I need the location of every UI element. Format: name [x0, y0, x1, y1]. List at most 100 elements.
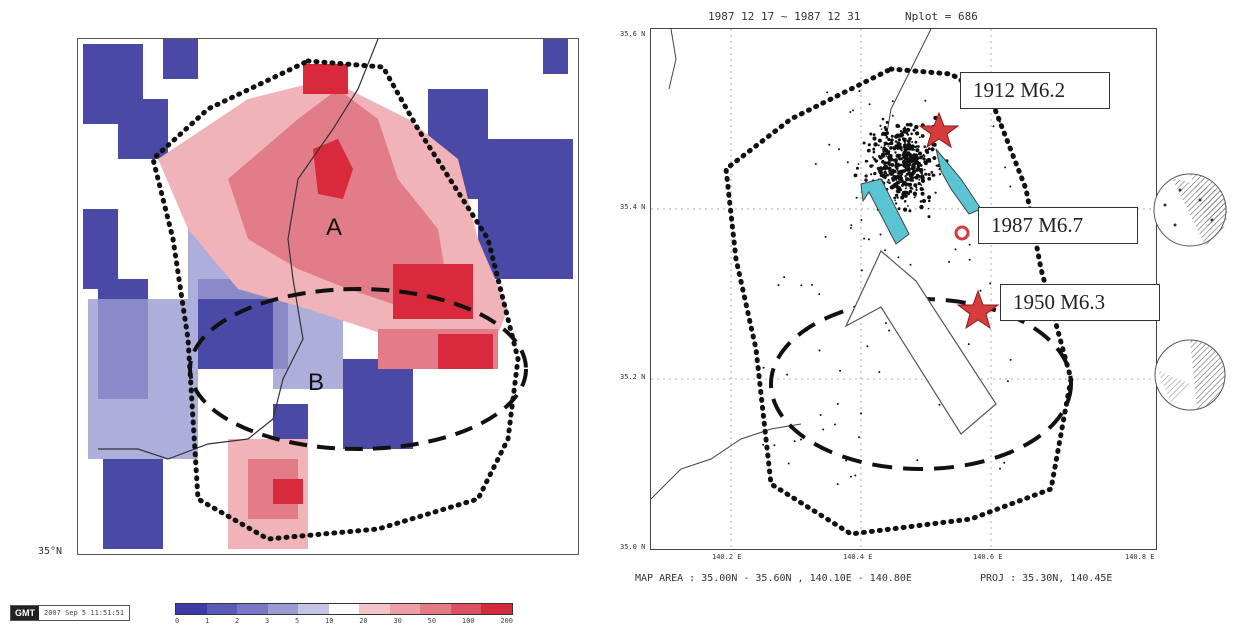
earthquake-dot — [900, 157, 903, 161]
earthquake-dot — [899, 130, 903, 133]
earthquake-dot — [855, 196, 858, 199]
earthquake-dot — [911, 187, 914, 190]
color-scale-swatch — [176, 604, 207, 614]
earthquake-dot — [860, 219, 863, 221]
earthquake-dot — [787, 462, 790, 465]
earthquake-dot — [910, 132, 913, 136]
earthquake-dot — [896, 163, 901, 168]
earthquake-dot — [934, 191, 937, 194]
earthquake-dot — [917, 174, 921, 178]
earthquake-dot — [907, 144, 911, 148]
earthquake-dot — [824, 235, 827, 238]
earthquake-dot — [871, 164, 874, 167]
earthquake-dot — [890, 142, 894, 145]
earthquake-dot — [920, 178, 926, 183]
earthquake-dot — [954, 248, 957, 251]
earthquake-dot — [870, 173, 873, 176]
gmt-timestamp: 2007 Sep 5 11:51:51 — [44, 609, 125, 617]
earthquake-dot — [773, 444, 776, 447]
earthquake-dot — [968, 258, 971, 261]
color-scale-swatch — [481, 604, 513, 614]
earthquake-dot — [884, 164, 889, 169]
earthquake-dot — [897, 171, 901, 175]
earthquake-dot — [905, 177, 910, 182]
dashed-ellipse — [188, 287, 528, 451]
earthquake-dot — [912, 177, 915, 179]
map-proj-footer: PROJ : 35.30N, 140.45E — [980, 573, 1113, 584]
earthquake-dot — [915, 156, 920, 161]
earthquake-dot — [878, 169, 883, 173]
earthquake-dot — [850, 475, 852, 478]
earthquake-dot — [916, 459, 919, 462]
earthquake-dot — [891, 114, 894, 117]
earthquake-dot — [777, 284, 780, 287]
earthquake-dot — [913, 196, 916, 199]
earthquake-dot — [906, 139, 911, 143]
earthquake-dot — [882, 174, 887, 179]
color-scale-swatch — [206, 604, 238, 614]
earthquake-dot — [1006, 380, 1009, 383]
earthquake-dot — [884, 143, 886, 146]
earthquake-dot — [907, 158, 912, 164]
earthquake-dot — [881, 117, 885, 121]
map-area-footer: MAP AREA : 35.00N - 35.60N , 140.10E - 1… — [635, 573, 912, 584]
earthquake-dot — [834, 423, 836, 426]
earthquake-dot — [1003, 461, 1006, 464]
color-scale-swatch — [267, 604, 299, 614]
earthquake-dot — [888, 154, 893, 159]
earthquake-dot — [904, 182, 908, 187]
earthquake-dot — [894, 140, 898, 143]
earthquake-dot — [881, 159, 885, 164]
earthquake-dot — [850, 224, 853, 227]
earthquake-dot — [903, 169, 907, 173]
color-scale-tick: 1 — [205, 617, 210, 625]
earthquake-dot — [918, 161, 921, 165]
earthquake-dot — [897, 142, 900, 145]
x-tick-2: 140.6 E — [973, 553, 1003, 561]
earthquake-dot — [888, 169, 892, 173]
earthquake-dot — [879, 124, 882, 127]
earthquake-dot — [915, 148, 920, 153]
earthquake-dot — [902, 137, 906, 141]
earthquake-dot — [915, 167, 919, 171]
dotted-boundary — [150, 58, 521, 542]
earthquake-dot — [920, 134, 925, 138]
earthquake-dot — [858, 90, 861, 93]
earthquake-dot — [903, 144, 907, 148]
focal-mechanism-1987-icon — [1153, 173, 1228, 247]
color-scale-swatch — [328, 604, 360, 614]
earthquake-dot — [869, 132, 873, 136]
region-a-label: A — [326, 214, 343, 241]
earthquake-dot — [928, 199, 931, 203]
earthquake-dot — [902, 129, 907, 134]
earthquake-dot — [905, 173, 909, 176]
earthquake-dot — [914, 140, 918, 144]
earthquake-dot — [819, 414, 822, 416]
earthquake-dot — [927, 157, 931, 162]
earthquake-dot — [927, 207, 930, 210]
earthquake-dot — [892, 174, 895, 177]
earthquake-dot — [904, 175, 907, 178]
circle-1987-icon — [954, 225, 970, 241]
earthquake-dot — [885, 155, 888, 157]
earthquake-dot — [927, 215, 931, 219]
earthquake-dot — [905, 123, 910, 127]
earthquake-dot — [914, 153, 919, 158]
earthquake-dot — [923, 155, 926, 157]
earthquake-dot — [890, 138, 894, 141]
color-scale-tick: 200 — [500, 617, 513, 625]
color-scale-tick: 50 — [427, 617, 437, 625]
coastline — [651, 29, 932, 500]
earthquake-dot — [878, 140, 880, 142]
earthquake-dot — [892, 146, 897, 151]
earthquake-dot — [903, 141, 906, 144]
earthquake-dot — [915, 145, 918, 148]
coastline — [98, 39, 379, 460]
earthquake-dot — [897, 138, 901, 142]
earthquake-dot — [915, 174, 918, 176]
earthquake-dot — [860, 269, 863, 272]
earthquake-dot — [864, 174, 868, 178]
earthquake-dot — [906, 152, 910, 156]
color-scale-swatch — [237, 604, 268, 614]
earthquake-dot — [877, 144, 880, 147]
